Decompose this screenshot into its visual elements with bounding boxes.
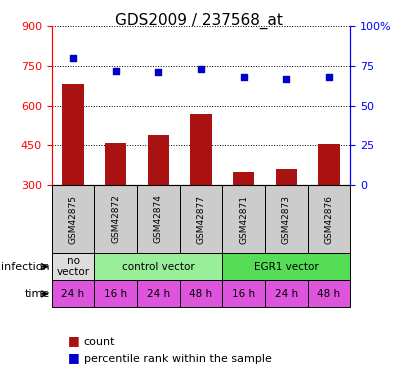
Point <box>113 68 119 74</box>
Bar <box>62 84 84 264</box>
Text: GDS2009 / 237568_at: GDS2009 / 237568_at <box>115 13 283 29</box>
Text: GSM42871: GSM42871 <box>239 195 248 243</box>
Text: no
vector: no vector <box>57 256 90 278</box>
Text: 24 h: 24 h <box>147 289 170 299</box>
FancyBboxPatch shape <box>94 185 137 253</box>
Point <box>155 69 162 75</box>
FancyBboxPatch shape <box>222 185 265 253</box>
Bar <box>190 114 212 264</box>
Point <box>283 76 289 82</box>
Text: GSM42873: GSM42873 <box>282 195 291 243</box>
Text: GSM42876: GSM42876 <box>324 195 334 243</box>
FancyBboxPatch shape <box>137 280 179 308</box>
FancyBboxPatch shape <box>222 280 265 308</box>
Text: 24 h: 24 h <box>62 289 85 299</box>
Point <box>326 74 332 80</box>
Text: 48 h: 48 h <box>317 289 340 299</box>
FancyBboxPatch shape <box>265 280 308 308</box>
Point <box>70 55 76 61</box>
Text: percentile rank within the sample: percentile rank within the sample <box>84 354 271 364</box>
Text: GSM42874: GSM42874 <box>154 195 163 243</box>
Text: time: time <box>24 289 50 299</box>
FancyBboxPatch shape <box>308 185 350 253</box>
Bar <box>318 144 339 264</box>
FancyBboxPatch shape <box>179 185 222 253</box>
Text: ■: ■ <box>68 351 80 364</box>
Text: 48 h: 48 h <box>189 289 213 299</box>
Text: 16 h: 16 h <box>232 289 255 299</box>
Bar <box>275 169 297 264</box>
Point <box>240 74 247 80</box>
Bar <box>148 135 169 264</box>
Text: infection: infection <box>1 262 50 272</box>
Text: EGR1 vector: EGR1 vector <box>254 262 319 272</box>
Bar <box>233 172 254 264</box>
FancyBboxPatch shape <box>222 253 350 280</box>
Text: ■: ■ <box>68 334 80 347</box>
FancyBboxPatch shape <box>265 185 308 253</box>
Bar <box>105 142 127 264</box>
FancyBboxPatch shape <box>308 280 350 308</box>
Text: GSM42875: GSM42875 <box>68 195 78 243</box>
FancyBboxPatch shape <box>94 253 222 280</box>
FancyBboxPatch shape <box>52 185 94 253</box>
FancyBboxPatch shape <box>52 253 94 280</box>
FancyBboxPatch shape <box>52 280 94 308</box>
Text: 24 h: 24 h <box>275 289 298 299</box>
Text: GSM42877: GSM42877 <box>197 195 205 243</box>
FancyBboxPatch shape <box>137 185 179 253</box>
Text: GSM42872: GSM42872 <box>111 195 120 243</box>
FancyBboxPatch shape <box>94 280 137 308</box>
Point <box>198 66 204 72</box>
Text: control vector: control vector <box>122 262 195 272</box>
FancyBboxPatch shape <box>179 280 222 308</box>
Text: 16 h: 16 h <box>104 289 127 299</box>
Text: count: count <box>84 337 115 347</box>
